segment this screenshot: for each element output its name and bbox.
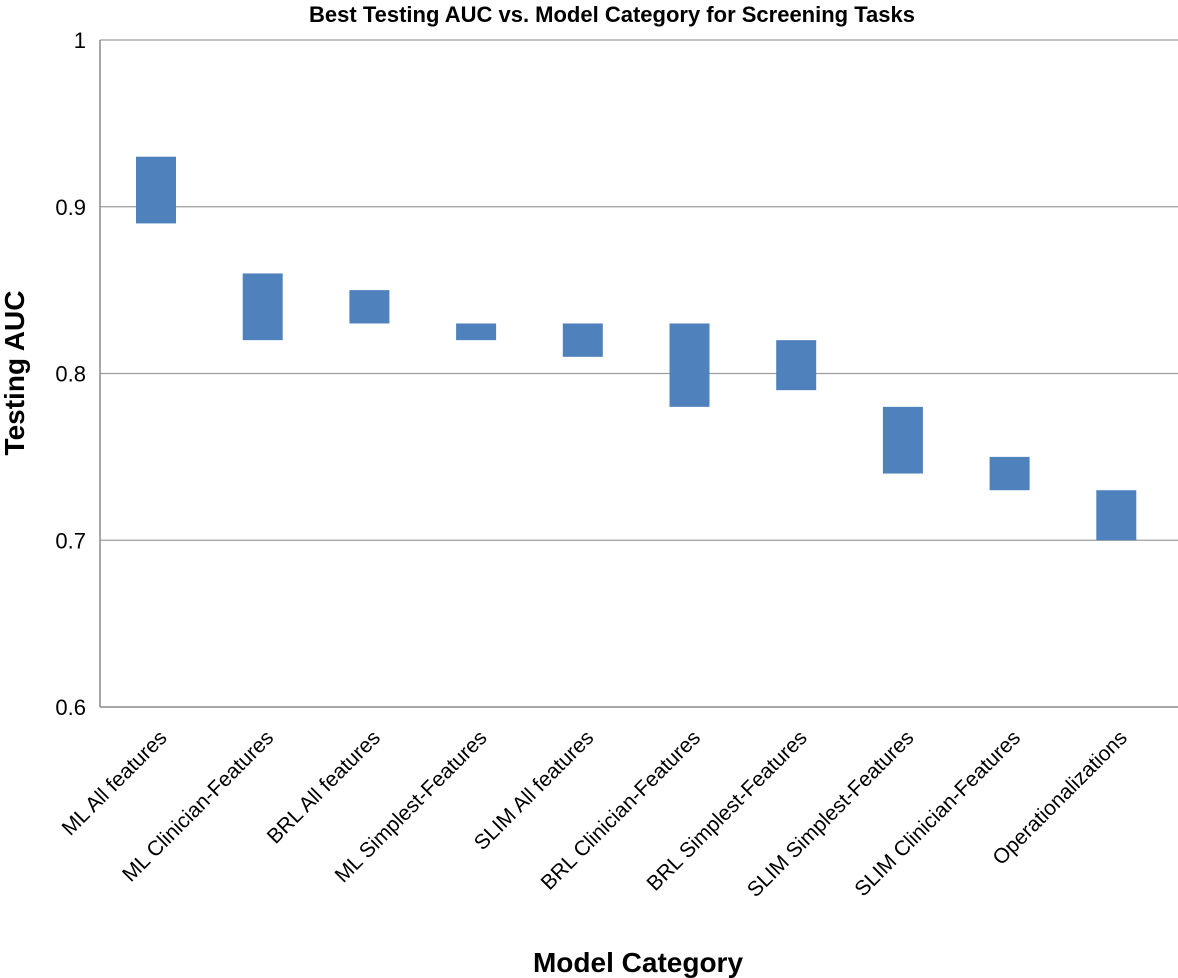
y-axis-title-group: Testing AUC — [0, 291, 30, 456]
y-axis-title: Testing AUC — [0, 291, 30, 456]
y-tick-label: 1 — [74, 28, 86, 53]
range-bar — [456, 323, 497, 341]
y-tick-label: 0.8 — [55, 362, 86, 387]
range-bar — [882, 406, 923, 474]
range-bar — [242, 273, 283, 341]
range-bar — [349, 290, 390, 324]
range-bars — [136, 156, 1137, 541]
gridlines — [99, 39, 1178, 708]
y-tick-label: 0.7 — [55, 528, 86, 553]
range-bar — [1096, 490, 1137, 541]
chart-title: Best Testing AUC vs. Model Category for … — [309, 2, 915, 27]
range-bar — [136, 156, 176, 224]
range-bar — [669, 323, 710, 407]
y-tick-label: 0.9 — [55, 195, 86, 220]
category-label: BRL All features — [263, 726, 385, 848]
x-axis-title: Model Category — [533, 947, 743, 978]
y-tick-labels: 0.6 0.7 0.8 0.9 1 — [55, 28, 86, 720]
category-label: ML All features — [58, 726, 172, 840]
y-tick-label: 0.6 — [55, 695, 86, 720]
range-bar — [776, 340, 817, 391]
range-bar — [562, 323, 603, 357]
range-bar — [989, 456, 1030, 491]
